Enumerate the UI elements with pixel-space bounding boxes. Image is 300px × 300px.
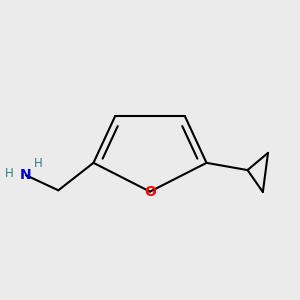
Text: H: H bbox=[4, 167, 13, 180]
Text: H: H bbox=[34, 158, 43, 170]
Text: N: N bbox=[20, 168, 32, 182]
Text: O: O bbox=[144, 184, 156, 199]
